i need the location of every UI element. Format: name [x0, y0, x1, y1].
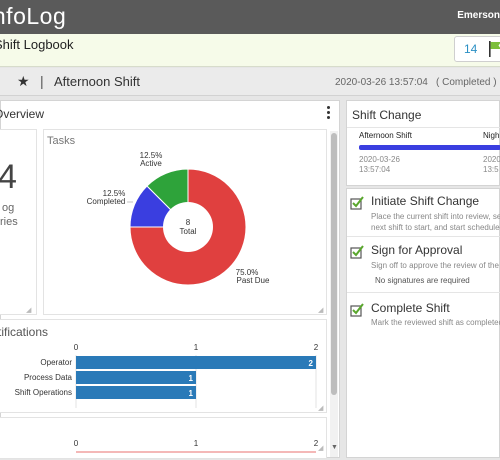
step-initiate-desc-2: next shift to start, and start scheduled	[371, 223, 500, 232]
slice-label-completed-name: Completed	[87, 197, 126, 206]
step-approval[interactable]: Sign for Approval Sign off to approve th…	[347, 243, 500, 295]
scroll-down-icon[interactable]: ▼	[331, 444, 338, 451]
shift-steps-panel: Initiate Shift Change Place the current …	[346, 188, 500, 458]
notifications-bar-chart: 0 1 2 Operator 2 Process Data 1 Shift Operation…	[15, 343, 319, 408]
bar-category-label: Operator	[40, 358, 72, 367]
user-menu[interactable]: Emerson	[457, 10, 500, 21]
shift-timestamp: 2020-03-26 13:57:04	[335, 77, 428, 88]
shift-from-time: 13:57:04	[359, 165, 391, 174]
shift-to-date: 2020	[483, 155, 500, 164]
axis-tick-label: 2	[314, 439, 319, 448]
step-complete[interactable]: Complete Shift Mark the reviewed shift a…	[347, 301, 500, 331]
signatures-note: No signatures are required	[375, 276, 470, 285]
logbook-title: Shift Logbook	[0, 37, 74, 52]
axis-tick-label: 0	[74, 343, 79, 352]
top-bar: InfoLog Emerson	[0, 0, 500, 34]
bar	[76, 371, 196, 384]
step-initiate[interactable]: Initiate Shift Change Place the current …	[347, 194, 500, 242]
flags-button[interactable]: 14	[454, 36, 500, 62]
star-icon[interactable]: ★	[17, 73, 30, 89]
step-complete-desc: Mark the reviewed shift as completed.	[371, 318, 500, 327]
overview-panel: Overview 4 og ries ◢ Tasks 8 Total 12.5%…	[0, 100, 340, 459]
flag-icon	[489, 41, 500, 57]
checkbox-checked-icon	[350, 245, 364, 259]
step-initiate-desc: Place the current shift into review, sel…	[371, 212, 500, 221]
more-vert-icon[interactable]	[326, 106, 331, 121]
log-entries-count: 4	[0, 158, 17, 196]
step-approval-title: Sign for Approval	[371, 243, 463, 257]
checkbox-checked-icon	[350, 303, 364, 317]
donut-slice-past-due	[129, 168, 247, 286]
slice-label-pastdue-name: Past Due	[237, 276, 270, 285]
slice-label-completed-pct: 12.5%	[103, 189, 126, 198]
resize-icon[interactable]: ◢	[318, 405, 324, 412]
slice-label-active-pct: 12.5%	[140, 151, 163, 160]
shift-to-time: 13:5	[483, 165, 499, 174]
step-initiate-title: Initiate Shift Change	[371, 194, 480, 208]
axis-tick-label: 0	[74, 439, 79, 448]
tasks-card: Tasks 8 Total 12.5% Active 12.5% Complet…	[43, 129, 327, 315]
shift-from-date: 2020-03-26	[359, 155, 400, 164]
step-approval-desc: Sign off to approve the review of the sh	[371, 261, 500, 270]
axis-tick-label: 1	[194, 439, 199, 448]
scrollbar-thumb[interactable]	[331, 133, 337, 395]
resize-icon[interactable]: ◢	[318, 445, 324, 452]
bar-value-label: 1	[189, 374, 194, 383]
donut-total-value: 8	[186, 218, 191, 227]
log-entries-label: og	[2, 202, 15, 214]
bar	[76, 356, 316, 369]
log-entries-card[interactable]: 4 og ries ◢	[0, 129, 37, 315]
resize-icon[interactable]: ◢	[26, 307, 32, 314]
flag-count: 14	[464, 42, 478, 56]
bottom-chart-card: 0 1 2 ◢	[0, 417, 327, 459]
shift-to-label: Nigh	[483, 131, 500, 140]
notifications-title: tifications	[0, 325, 49, 339]
shift-change-title: Shift Change	[352, 108, 422, 122]
resize-icon[interactable]: ◢	[318, 307, 324, 314]
axis-tick-label: 1	[194, 343, 199, 352]
shift-status: ( Completed )	[436, 77, 497, 88]
bottom-chart: 0 1 2	[74, 439, 319, 453]
bar-value-label: 2	[309, 359, 314, 368]
app-title: InfoLog	[0, 3, 67, 29]
notifications-card: tifications 0 1 2 Operator 2 Process Data 1 Shi…	[0, 319, 327, 413]
step-complete-title: Complete Shift	[371, 301, 450, 315]
shift-name: Afternoon Shift	[54, 74, 140, 89]
divider: |	[40, 73, 44, 89]
logbook-header: Shift Logbook	[0, 34, 500, 67]
overview-title: Overview	[0, 107, 45, 121]
shift-change-panel: Shift Change Afternoon Shift Nigh 2020-0…	[346, 100, 500, 186]
tasks-donut-chart: 8 Total 12.5% Active 12.5% Completed 75.…	[87, 151, 270, 286]
slice-label-pastdue-pct: 75.0%	[236, 268, 259, 277]
bar-category-label: Process Data	[24, 373, 73, 382]
axis-tick-label: 2	[314, 343, 319, 352]
shift-from-label: Afternoon Shift	[359, 131, 412, 140]
bar	[76, 386, 196, 399]
donut-total-label: Total	[180, 227, 197, 236]
shift-progress-bar	[359, 145, 500, 150]
checkbox-checked-icon	[350, 196, 364, 210]
log-entries-label-2: ries	[0, 216, 18, 228]
shift-bar: ‹ ★ | Afternoon Shift 2020-03-26 13:57:0…	[0, 68, 500, 96]
bar-category-label: Shift Operations	[15, 388, 72, 397]
tasks-title: Tasks	[47, 135, 76, 147]
bar-value-label: 1	[189, 389, 194, 398]
slice-label-active-name: Active	[140, 159, 162, 168]
